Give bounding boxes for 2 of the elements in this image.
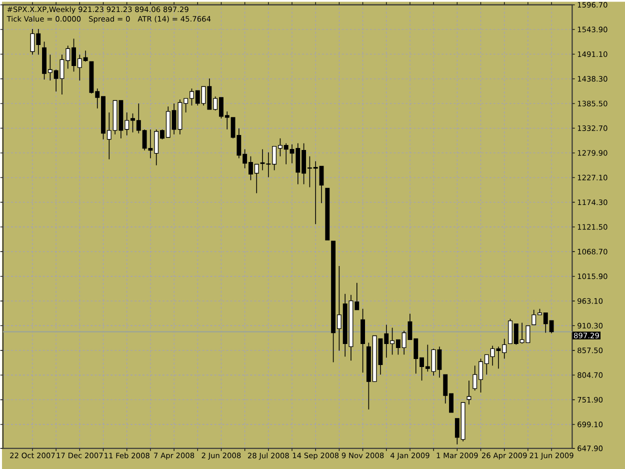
candlestick <box>360 308 366 373</box>
candlestick <box>466 380 472 405</box>
